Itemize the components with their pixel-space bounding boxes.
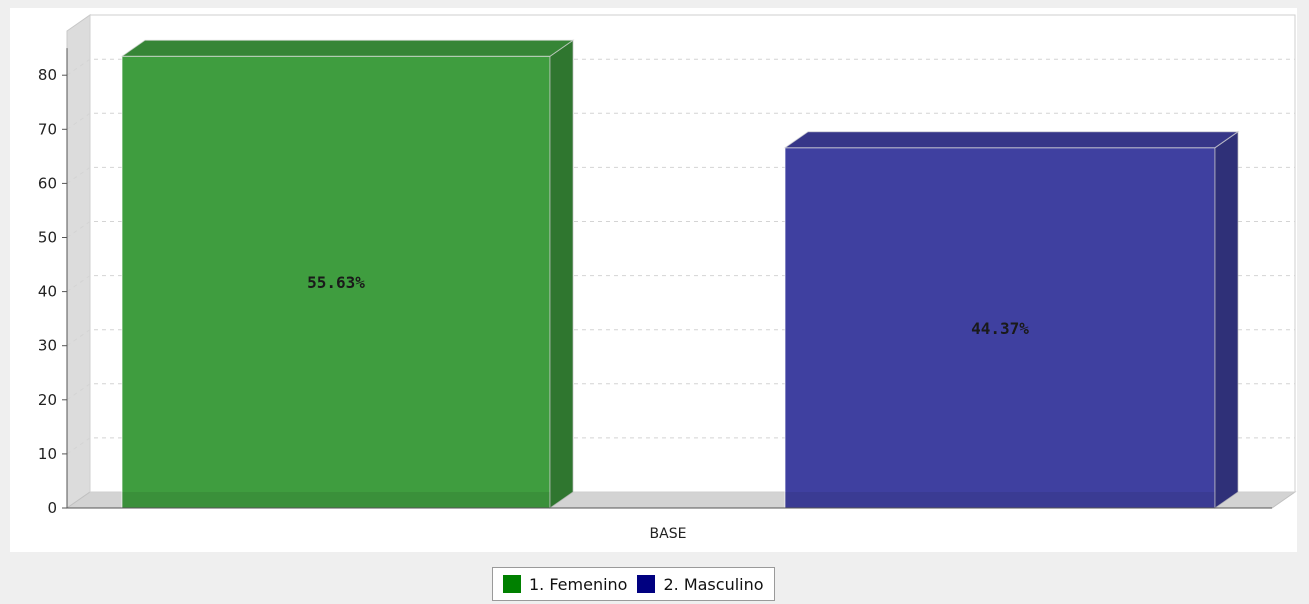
y-axis: 0 10 20 30 40 50 60 70 80 [38, 48, 68, 517]
legend: 1. Femenino 2. Masculino [492, 567, 775, 601]
y-tick-label: 10 [38, 445, 57, 463]
legend-item-1: 1. Femenino [503, 575, 627, 594]
bars: 55.63% 44.37% [120, 39, 1240, 509]
bar-front [121, 55, 551, 509]
bar-data-label: 44.37% [971, 319, 1029, 338]
legend-item-2: 2. Masculino [637, 574, 764, 594]
bar-data-label: 55.63% [307, 273, 365, 292]
bar-front-shade [122, 492, 550, 508]
bar-front [784, 147, 1216, 509]
x-category-label: BASE [650, 526, 687, 542]
gridline [66, 437, 1295, 455]
bar-side [1214, 130, 1239, 509]
gridline [66, 112, 1295, 130]
legend-swatch [503, 575, 521, 593]
y-tick-label: 30 [38, 337, 57, 355]
gridline [66, 383, 1295, 401]
gridline [66, 329, 1295, 347]
bar-top [120, 39, 575, 57]
x-axis: BASE [67, 507, 1272, 542]
gridline [66, 166, 1295, 184]
bar-2: 44.37% [783, 130, 1240, 509]
left-wall [66, 14, 91, 509]
y-tick-label: 60 [38, 174, 57, 192]
legend-swatch [637, 575, 656, 593]
y-tick-label: 80 [38, 66, 57, 84]
gridlines [66, 58, 1295, 455]
y-tick-label: 20 [38, 391, 57, 409]
gridline [66, 275, 1295, 293]
gridline [66, 58, 1295, 76]
y-tick-label: 50 [38, 229, 57, 247]
legend-label: 2. Masculino [663, 574, 764, 594]
y-tick-label: 0 [47, 499, 57, 517]
legend-label: 1. Femenino [529, 574, 628, 594]
y-tick-label: 70 [38, 120, 57, 138]
gridline [66, 221, 1295, 238]
bar-top [783, 131, 1240, 149]
bar-1: 55.63% [120, 39, 575, 509]
y-tick-label: 40 [38, 283, 57, 301]
bar-side [549, 39, 574, 509]
bar-front-shade [785, 492, 1215, 508]
